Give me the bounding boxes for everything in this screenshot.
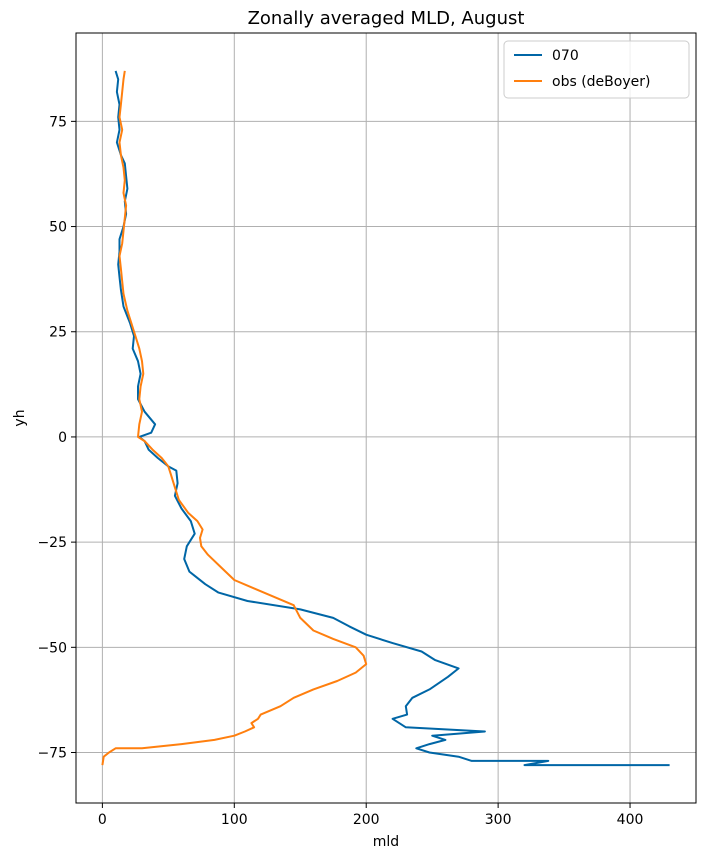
legend-box [503, 40, 690, 99]
series-line-obs [101, 70, 368, 766]
x-axis-label: mld [373, 834, 399, 850]
x-axis-ticks: 0 100 200 300 400 [98, 803, 643, 828]
legend-label-070: 070 [552, 48, 579, 64]
y-axis-ticks: −75 −50 −25 0 25 50 75 [37, 114, 76, 762]
y-tick-label: 75 [49, 114, 67, 130]
y-tick-label: 50 [49, 220, 67, 236]
y-tick-label: 25 [49, 325, 67, 341]
x-tick-label: 300 [485, 812, 512, 828]
series-lines [101, 70, 670, 767]
x-tick-label: 100 [221, 812, 248, 828]
y-tick-label: −50 [37, 640, 67, 656]
legend: 070 obs (deBoyer) [503, 40, 690, 99]
y-axis-label: yh [12, 409, 28, 426]
legend-label-obs: obs (deBoyer) [552, 74, 650, 90]
series-line-070 [114, 70, 670, 767]
chart-title: Zonally averaged MLD, August [248, 8, 525, 29]
x-tick-label: 400 [617, 812, 644, 828]
grid-lines [76, 33, 696, 803]
y-tick-label: −25 [37, 535, 67, 551]
y-tick-label: −75 [37, 746, 67, 762]
x-tick-label: 0 [98, 812, 107, 828]
x-tick-label: 200 [353, 812, 380, 828]
y-tick-label: 0 [58, 430, 67, 446]
plot-frame [75, 32, 697, 804]
